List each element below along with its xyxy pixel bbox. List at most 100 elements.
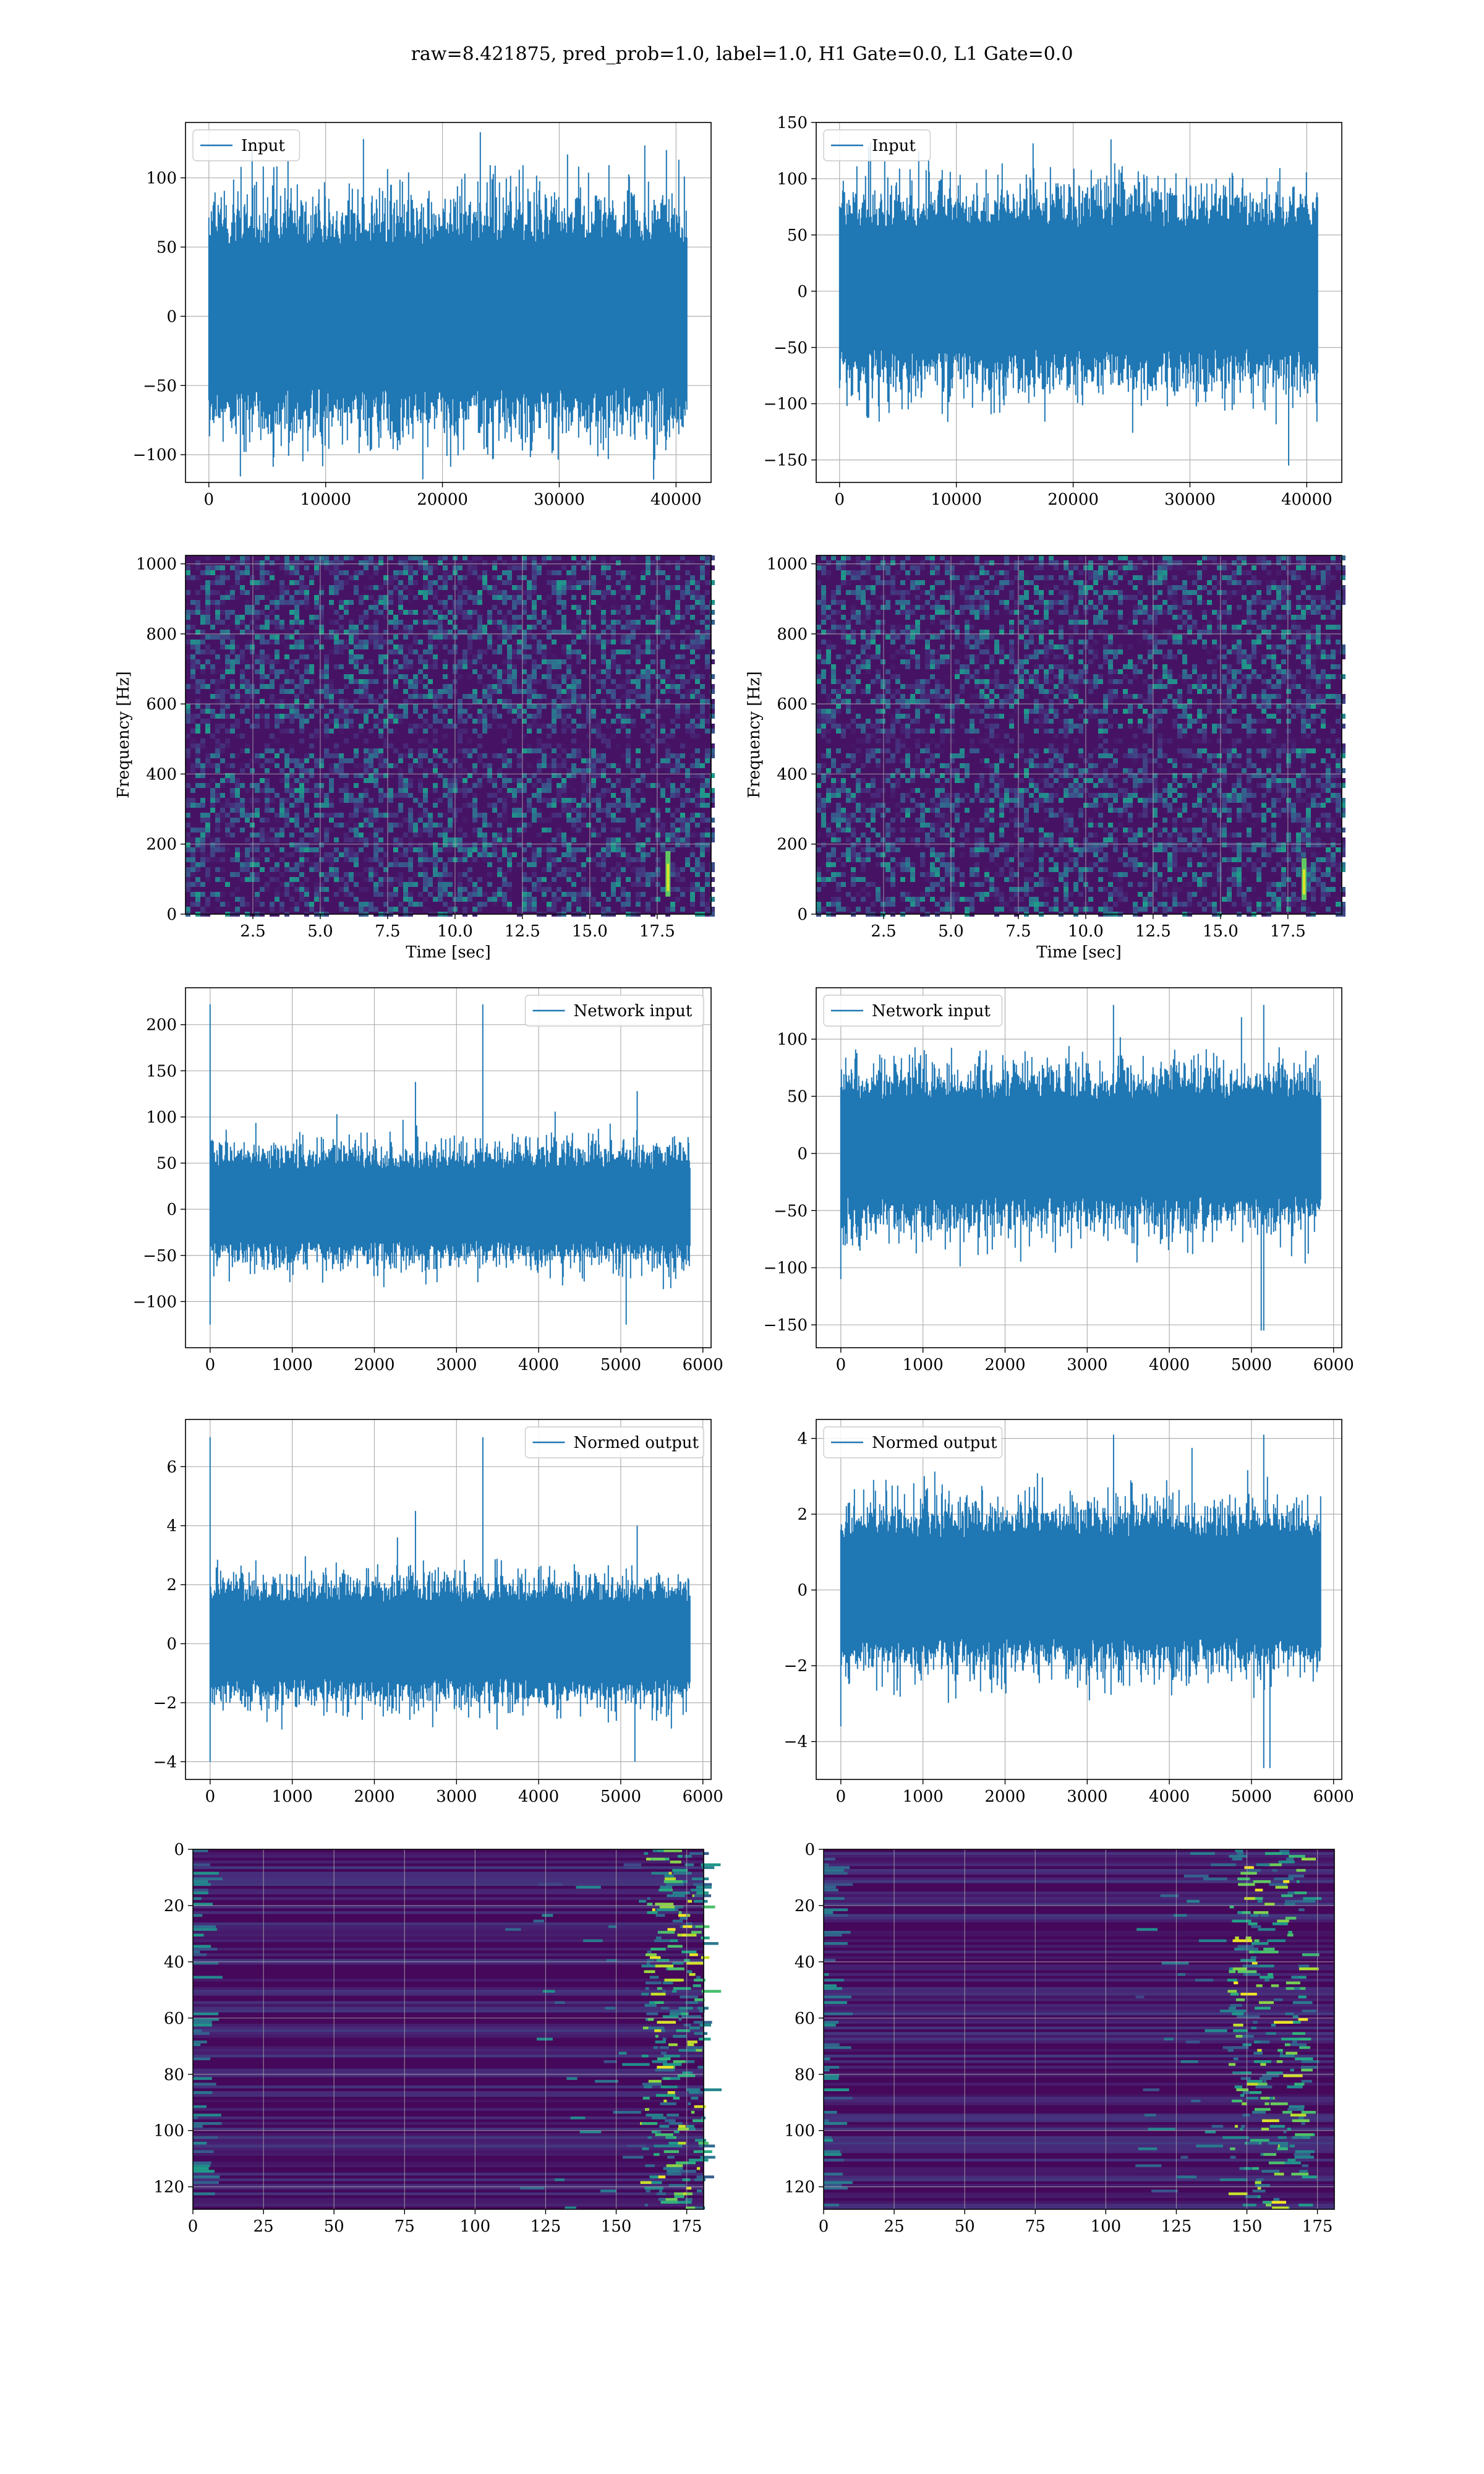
spectrogram-cell xyxy=(861,897,866,902)
spectrogram-cell xyxy=(665,798,670,803)
spectrogram-cell xyxy=(816,783,821,788)
spectrogram-cell xyxy=(433,659,438,664)
spectrogram-cell xyxy=(690,813,695,818)
spectrogram-cell xyxy=(339,887,344,892)
spectrogram-cell xyxy=(472,783,477,788)
spectrogram-cell xyxy=(349,877,354,882)
spectrogram-cell xyxy=(935,679,940,684)
spectrogram-cell xyxy=(616,837,621,842)
spectrogram-cell xyxy=(920,694,925,699)
spectrogram-cell xyxy=(537,565,542,570)
spectrogram-cell xyxy=(856,654,861,659)
spectrogram-cell xyxy=(438,847,443,852)
spectrogram-cell xyxy=(492,560,497,565)
spectrogram-cell xyxy=(477,887,482,892)
spectrogram-cell xyxy=(616,778,621,783)
spectrogram-cell xyxy=(463,590,467,595)
spectrogram-cell xyxy=(220,892,225,897)
spectrogram-cell xyxy=(225,763,230,768)
spectrogram-cell xyxy=(930,674,935,679)
spectrogram-cell xyxy=(200,743,205,748)
spectrogram-cell xyxy=(205,595,210,600)
spectrogram-cell xyxy=(512,852,517,857)
spectrogram-cell xyxy=(571,808,576,813)
spectrogram-cell xyxy=(660,828,665,833)
spectrogram-cell xyxy=(586,555,591,560)
spectrogram-cell xyxy=(393,857,398,862)
spectrogram-cell xyxy=(905,610,910,615)
spectrogram-cell xyxy=(487,644,492,649)
spectrogram-cell xyxy=(685,724,690,729)
spectrogram-cell xyxy=(275,867,279,872)
spectrogram-cell xyxy=(940,877,945,882)
spectrogram-cell xyxy=(836,823,841,828)
spectrogram-cell xyxy=(945,837,950,842)
spectrogram-cell xyxy=(821,714,826,719)
spectrogram-cell xyxy=(547,620,552,625)
spectrogram-cell xyxy=(621,575,626,580)
spectrogram-cell xyxy=(910,694,915,699)
spectrogram-cell xyxy=(438,773,443,778)
spectrogram-cell xyxy=(373,719,378,724)
spectrogram-cell xyxy=(487,882,492,887)
spectrogram-cell xyxy=(890,635,895,640)
spectrogram-cell xyxy=(482,857,487,862)
spectrogram-cell xyxy=(831,679,836,684)
spectrogram-cell xyxy=(294,615,299,620)
spectrogram-cell xyxy=(851,798,856,803)
spectrogram-cell xyxy=(467,753,472,758)
spectrogram-cell xyxy=(497,595,502,600)
spectrogram-cell xyxy=(710,887,715,892)
spectrogram-cell xyxy=(871,813,876,818)
spectrogram-cell xyxy=(890,585,895,590)
spectrogram-cell xyxy=(621,595,626,600)
spectrogram-cell xyxy=(930,803,935,808)
spectrogram-cell xyxy=(329,813,334,818)
spectrogram-cell xyxy=(373,605,378,610)
spectrogram-cell xyxy=(621,872,626,877)
spectrogram-cell xyxy=(655,783,660,788)
spectrogram-cell xyxy=(895,649,900,654)
spectrogram-cell xyxy=(890,768,895,773)
spectrogram-cell xyxy=(561,907,566,912)
spectrogram-cell xyxy=(388,620,393,625)
spectrogram-cell xyxy=(359,798,364,803)
spectrogram-cell xyxy=(517,684,522,689)
spectrogram-cell xyxy=(626,635,631,640)
spectrogram-cell xyxy=(265,724,270,729)
spectrogram-cell xyxy=(846,763,851,768)
spectrogram-cell xyxy=(670,837,675,842)
tick-label-y: 50 xyxy=(787,226,808,245)
spectrogram-cell xyxy=(373,818,378,823)
spectrogram-cell xyxy=(383,595,388,600)
spectrogram-cell xyxy=(655,590,660,595)
spectrogram-cell xyxy=(443,793,448,798)
spectrogram-cell xyxy=(477,659,482,664)
spectrogram-cell xyxy=(920,892,925,897)
spectrogram-cell xyxy=(364,823,369,828)
spectrogram-cell xyxy=(482,852,487,857)
spectrogram-cell xyxy=(621,605,626,610)
spectrogram-cell xyxy=(547,669,552,674)
spectrogram-cell xyxy=(423,798,428,803)
spectrogram-cell xyxy=(260,674,265,679)
spectrogram-cell xyxy=(695,887,700,892)
spectrogram-cell xyxy=(512,654,517,659)
spectrogram-cell xyxy=(265,620,270,625)
spectrogram-cell xyxy=(542,615,547,620)
spectrogram-cell xyxy=(527,743,532,748)
spectrogram-cell xyxy=(334,857,339,862)
spectrogram-cell xyxy=(920,684,925,689)
spectrogram-cell xyxy=(418,788,423,793)
spectrogram-cell xyxy=(670,664,675,669)
spectrogram-cell xyxy=(364,565,369,570)
spectrogram-cell xyxy=(641,862,646,867)
spectrogram-cell xyxy=(472,778,477,783)
spectrogram-cell xyxy=(586,704,591,709)
spectrogram-cell xyxy=(660,699,665,704)
spectrogram-cell xyxy=(487,793,492,798)
spectrogram-cell xyxy=(448,847,453,852)
spectrogram-cell xyxy=(885,808,890,813)
spectrogram-cell xyxy=(851,852,856,857)
spectrogram-cell xyxy=(388,719,393,724)
